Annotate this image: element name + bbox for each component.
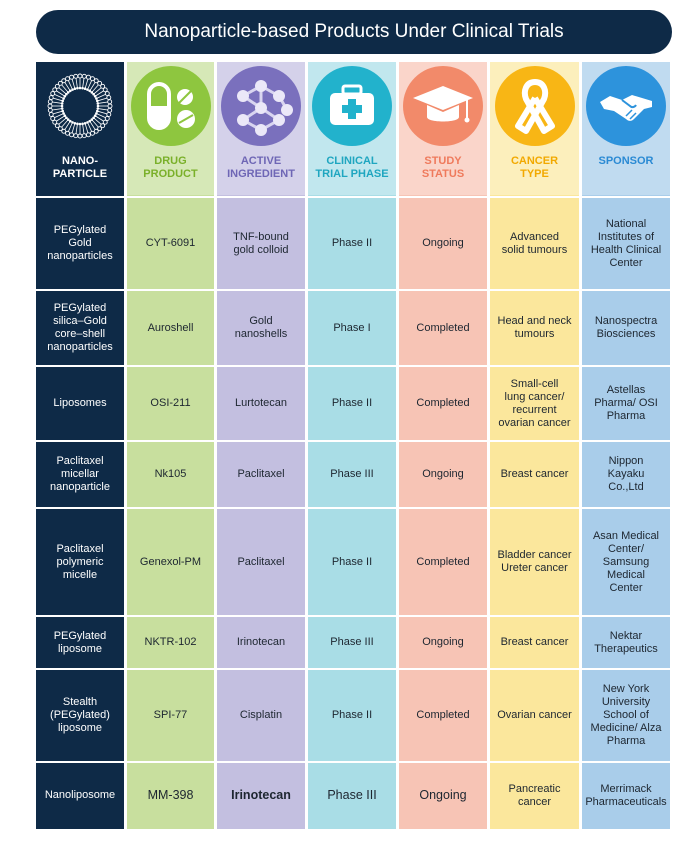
table-cell-clinical-trial-phase: Phase II bbox=[331, 397, 373, 409]
table-cell-drug-product: MM-398 bbox=[147, 788, 194, 802]
table-cell-study-status: Completed bbox=[416, 321, 470, 334]
row-divider bbox=[36, 289, 670, 291]
table-cell-active-ingredient: Cisplatin bbox=[239, 709, 283, 721]
table-cell-clinical-trial-phase: Phase III bbox=[330, 636, 374, 648]
table-cell-nanoparticle: PEGylated Gold nanoparticles bbox=[47, 224, 113, 262]
table-cell-sponsor: National Institutes of Health Clinical C… bbox=[590, 217, 662, 269]
table-cell-nanoparticle: Stealth (PEGylated) liposome bbox=[50, 696, 110, 734]
table-cell-active-ingredient: Irinotecan bbox=[231, 788, 291, 802]
pills-icon bbox=[130, 66, 211, 146]
table-cell-study-status: Completed bbox=[416, 709, 470, 721]
row-divider bbox=[36, 365, 670, 367]
table-cell-active-ingredient: Lurtotecan bbox=[235, 397, 287, 409]
handshake-icon bbox=[586, 66, 666, 146]
table-cell-clinical-trial-phase: Phase II bbox=[331, 237, 373, 249]
table-cell-sponsor: Merrimack Pharmaceuticals bbox=[585, 782, 667, 808]
table-cell-cancer-type: Advanced solid tumours bbox=[501, 230, 568, 256]
table-cell-active-ingredient: TNF-bound gold colloid bbox=[233, 230, 289, 256]
table-cell-cancer-type: Breast cancer bbox=[500, 636, 569, 648]
table-cell-nanoparticle: PEGylated silica–Gold core–shell nanopar… bbox=[47, 302, 113, 353]
table-cell-active-ingredient: Paclitaxel bbox=[237, 468, 285, 480]
column-header-sponsor: SPONSOR bbox=[598, 155, 654, 167]
table-cell-drug-product: SPI-77 bbox=[153, 709, 188, 721]
table-cell-drug-product: NKTR-102 bbox=[144, 636, 197, 648]
table-cell-study-status: Completed bbox=[416, 397, 470, 409]
table-cell-study-status: Ongoing bbox=[422, 636, 464, 648]
column-nanoparticle: NANO- PARTICLE bbox=[36, 62, 124, 829]
table-cell-active-ingredient: Irinotecan bbox=[236, 636, 286, 648]
column-header-active-ingredient: ACTIVE INGREDIENT bbox=[227, 155, 295, 180]
table-cell-cancer-type: Breast cancer bbox=[500, 468, 569, 480]
awareness-ribbon-icon bbox=[494, 66, 575, 146]
table-cell-active-ingredient: Paclitaxel bbox=[237, 555, 285, 568]
table-cell-sponsor: Nanospectra Biosciences bbox=[594, 315, 658, 340]
row-divider bbox=[36, 507, 670, 509]
medical-kit-icon bbox=[312, 66, 392, 146]
row-divider bbox=[36, 196, 670, 198]
column-active-ingredient: ACTIVE INGREDIENT bbox=[217, 62, 305, 829]
table-cell-clinical-trial-phase: Phase II bbox=[331, 555, 373, 568]
table-cell-sponsor: Nektar Therapeutics bbox=[594, 629, 658, 655]
column-header-nanoparticle: NANO- PARTICLE bbox=[52, 155, 108, 180]
table-cell-sponsor: Asan Medical Center/ Samsung Medical Cen… bbox=[592, 529, 660, 594]
table-cell-cancer-type: Bladder cancer Ureter cancer bbox=[497, 549, 572, 574]
column-header-clinical-trial-phase: CLINICAL TRIAL PHASE bbox=[315, 155, 389, 180]
table-cell-drug-product: Auroshell bbox=[147, 321, 194, 334]
column-sponsor: SPONSOR bbox=[582, 62, 670, 829]
table-cell-cancer-type: Head and neck tumours bbox=[497, 315, 572, 340]
molecule-icon bbox=[221, 66, 301, 146]
table-cell-nanoparticle: PEGylated liposome bbox=[53, 629, 107, 655]
table-cell-clinical-trial-phase: Phase III bbox=[330, 468, 374, 480]
table-cell-nanoparticle: Paclitaxel micellar nanoparticle bbox=[50, 455, 110, 493]
column-header-drug-product: DRUG PRODUCT bbox=[143, 155, 198, 180]
table-cell-study-status: Completed bbox=[416, 555, 470, 568]
table-cell-clinical-trial-phase: Phase III bbox=[327, 788, 377, 802]
table-cell-nanoparticle: Paclitaxel polymeric micelle bbox=[56, 542, 104, 581]
row-divider bbox=[36, 440, 670, 442]
column-drug-product: DRUG PRODUCT bbox=[127, 62, 214, 829]
table-cell-cancer-type: Ovarian cancer bbox=[497, 709, 572, 721]
row-divider bbox=[36, 615, 670, 617]
table-cell-cancer-type: Pancreatic cancer bbox=[508, 782, 561, 808]
table-cell-nanoparticle: Nanoliposome bbox=[44, 789, 116, 801]
table-cell-study-status: Ongoing bbox=[419, 788, 467, 802]
row-divider bbox=[36, 761, 670, 763]
column-clinical-trial-phase: CLINICAL TRIAL PHASE bbox=[308, 62, 396, 829]
graduation-cap-icon bbox=[403, 66, 483, 146]
column-header-study-status: STUDY STATUS bbox=[421, 155, 465, 180]
table-cell-drug-product: Genexol-PM bbox=[139, 555, 202, 568]
table-cell-nanoparticle: Liposomes bbox=[53, 397, 107, 409]
table-cell-sponsor: Astellas Pharma/ OSI Pharma bbox=[594, 384, 658, 422]
table-cell-drug-product: Nk105 bbox=[154, 468, 187, 480]
table-cell-study-status: Ongoing bbox=[422, 468, 464, 480]
table-cell-drug-product: OSI-211 bbox=[150, 397, 191, 409]
page-title: Nanoparticle-based Products Under Clinic… bbox=[36, 10, 672, 54]
column-header-cancer-type: CANCER TYPE bbox=[510, 155, 559, 180]
column-study-status: STUDY STATUS bbox=[399, 62, 487, 829]
row-divider bbox=[36, 668, 670, 670]
table-cell-clinical-trial-phase: Phase II bbox=[331, 709, 373, 721]
nanoparticle-sphere-icon bbox=[40, 66, 120, 146]
column-cancer-type: CANCER TYPE bbox=[490, 62, 579, 829]
table-cell-sponsor: New York University School of Medicine/ … bbox=[590, 683, 662, 747]
table-cell-clinical-trial-phase: Phase I bbox=[333, 321, 371, 334]
table-cell-active-ingredient: Gold nanoshells bbox=[234, 315, 288, 340]
table-cell-sponsor: Nippon Kayaku Co.,Ltd bbox=[607, 455, 645, 493]
table-cell-drug-product: CYT-6091 bbox=[145, 237, 196, 249]
table-cell-study-status: Ongoing bbox=[422, 237, 464, 249]
table-cell-cancer-type: Small-cell lung cancer/ recurrent ovaria… bbox=[498, 377, 571, 429]
